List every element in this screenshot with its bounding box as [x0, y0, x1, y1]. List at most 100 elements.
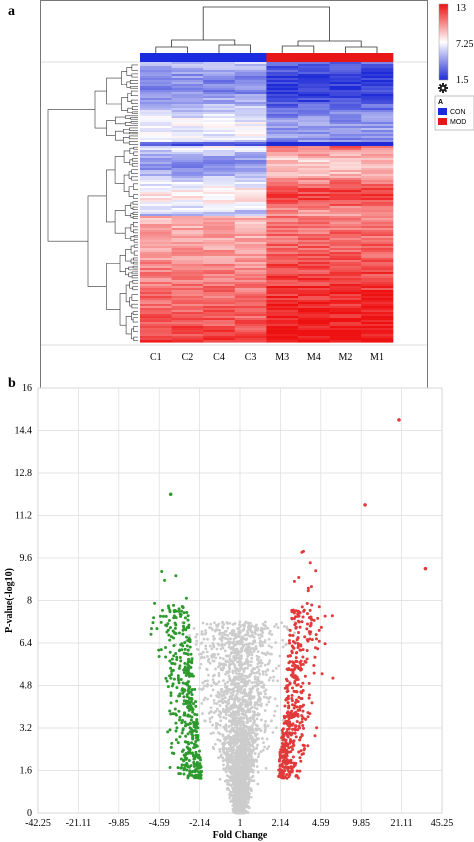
heatmap-cell — [203, 126, 236, 129]
scatter-point — [286, 735, 290, 739]
scatter-point — [201, 712, 204, 715]
heatmap-cell — [171, 266, 204, 269]
scatter-point — [246, 739, 250, 742]
heatmap-cell — [203, 298, 236, 301]
heatmap-cell — [203, 262, 236, 265]
scatter-point — [174, 713, 178, 717]
scatter-point — [290, 686, 294, 690]
dendrogram-link — [130, 90, 134, 97]
heatmap-cell — [140, 96, 173, 99]
scatter-point — [234, 765, 238, 769]
scatter-point — [256, 633, 260, 637]
heatmap-cell — [203, 214, 236, 217]
dendrogram-link — [128, 186, 134, 197]
scatter-point — [168, 765, 172, 769]
heatmap-cell — [203, 272, 236, 275]
heatmap-cell — [140, 118, 173, 121]
scatter-point — [237, 786, 240, 790]
color-scale-tick: 1.5 — [456, 75, 469, 86]
scatter-point — [227, 724, 231, 728]
scatter-point — [240, 667, 244, 671]
x-tick-label: 4.59 — [312, 818, 330, 829]
heatmap-cell — [140, 248, 173, 251]
heatmap-cell — [140, 288, 173, 291]
heatmap-cell — [171, 318, 204, 321]
dendrogram-link — [87, 195, 107, 287]
heatmap-cell — [140, 86, 173, 89]
heatmap-cell — [361, 220, 394, 223]
scatter-point — [238, 810, 241, 814]
scatter-point — [232, 640, 236, 644]
scatter-point — [186, 751, 190, 755]
heatmap-cell — [140, 180, 173, 183]
color-scale-tick: 13 — [456, 3, 466, 14]
scatter-point — [234, 716, 238, 720]
scatter-point — [253, 713, 257, 717]
heatmap-cell — [234, 246, 267, 249]
scatter-point — [250, 669, 253, 673]
heatmap-cell — [234, 100, 267, 103]
scatter-point — [242, 793, 246, 797]
heatmap-cell — [171, 114, 204, 117]
heatmap-cell — [140, 194, 173, 197]
heatmap-cell — [266, 104, 299, 107]
scatter-point — [197, 749, 201, 753]
heatmap-cell — [140, 274, 173, 277]
heatmap-cell — [361, 328, 394, 331]
scatter-point — [218, 704, 222, 707]
heatmap-cell — [140, 280, 173, 283]
gear-icon[interactable] — [438, 83, 448, 93]
scatter-point — [180, 721, 184, 725]
heatmap-cell — [171, 156, 204, 159]
scatter-point — [210, 715, 214, 719]
heatmap-cell — [361, 158, 394, 161]
heatmap-cell — [266, 120, 299, 123]
heatmap-cell — [203, 278, 236, 281]
scatter-point — [200, 632, 204, 636]
heatmap-cell — [361, 202, 394, 205]
scatter-point — [217, 695, 221, 699]
scatter-point — [223, 649, 227, 653]
dendrogram-link — [121, 71, 127, 85]
scatter-point — [181, 628, 185, 632]
scatter-point — [230, 794, 233, 797]
heatmap-cell — [171, 102, 204, 105]
scatter-point — [300, 550, 304, 554]
heatmap-cell — [171, 234, 204, 237]
scatter-point — [241, 691, 244, 695]
scatter-point — [227, 674, 231, 678]
heatmap-cell — [140, 314, 173, 317]
heatmap-cell — [234, 152, 267, 155]
heatmap-cell — [140, 264, 173, 267]
scatter-point — [232, 734, 235, 738]
scatter-point — [222, 662, 226, 666]
scatter-point — [189, 652, 193, 656]
heatmap-cell — [203, 234, 236, 237]
heatmap-cell — [361, 240, 394, 243]
heatmap-cell — [266, 318, 299, 321]
heatmap-cell — [298, 300, 331, 303]
scatter-point — [226, 779, 230, 783]
scatter-point — [292, 743, 296, 747]
heatmap-cell — [266, 310, 299, 313]
scatter-point — [206, 637, 209, 641]
heatmap-cell — [329, 282, 362, 285]
heatmap-cell — [203, 324, 236, 327]
scatter-point — [169, 666, 173, 670]
scatter-point — [168, 638, 172, 642]
heatmap-cell — [266, 130, 299, 133]
heatmap-cell — [140, 162, 173, 165]
scatter-point — [183, 688, 187, 692]
heatmap-cell — [171, 80, 204, 83]
heatmap-cell — [266, 338, 299, 341]
heatmap-cell — [361, 124, 394, 127]
scatter-point — [174, 652, 178, 656]
scatter-point — [261, 640, 264, 644]
heatmap-cell — [329, 196, 362, 199]
heatmap-cell — [266, 276, 299, 279]
scatter-point — [301, 662, 305, 666]
heatmap-cell — [203, 282, 236, 285]
heatmap-cell — [203, 108, 236, 111]
group-bar-cell — [329, 53, 362, 62]
scatter-point — [319, 625, 323, 629]
